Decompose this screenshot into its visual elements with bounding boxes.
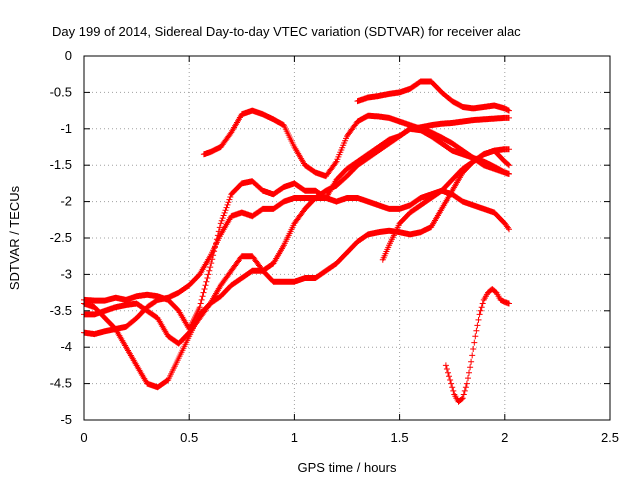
- x-tick-label: 2: [501, 430, 508, 445]
- x-axis-label: GPS time / hours: [298, 460, 397, 475]
- series-7: [379, 147, 512, 263]
- y-tick-label: 0: [65, 48, 72, 63]
- series-8: [442, 286, 512, 405]
- grid-lines: [84, 56, 610, 420]
- point-marker: [379, 147, 512, 263]
- y-tick-label: -3.5: [50, 303, 72, 318]
- x-tick-label: 0.5: [180, 430, 198, 445]
- x-tick-label: 0: [80, 430, 87, 445]
- x-tick-label: 2.5: [601, 430, 619, 445]
- axis-ticks: 0 0.5 1 1.5 2 2.5 0 -0.5 -1 -1.5 -2 -2.5 -3 -3.5 -4 -4.…: [50, 48, 619, 445]
- x-tick-label: 1: [291, 430, 298, 445]
- point-marker: [81, 125, 512, 347]
- data-marks: [81, 78, 512, 405]
- y-tick-label: -2: [60, 194, 72, 209]
- y-tick-label: -4.5: [50, 376, 72, 391]
- y-tick-label: -1: [60, 121, 72, 136]
- chart-title: Day 199 of 2014, Sidereal Day-to-day VTE…: [52, 24, 521, 39]
- y-tick-label: -3: [60, 266, 72, 281]
- y-tick-label: -5: [60, 412, 72, 427]
- series-6: [354, 78, 512, 114]
- x-tick-label: 1.5: [391, 430, 409, 445]
- y-tick-label: -0.5: [50, 84, 72, 99]
- y-tick-label: -4: [60, 339, 72, 354]
- series-3: [81, 125, 512, 347]
- y-tick-label: -1.5: [50, 157, 72, 172]
- point-marker: [442, 286, 512, 405]
- point-marker: [354, 78, 512, 114]
- y-tick-label: -2.5: [50, 230, 72, 245]
- plot-frame: [83, 55, 611, 421]
- y-axis-label: SDTVAR / TECUs: [7, 185, 22, 290]
